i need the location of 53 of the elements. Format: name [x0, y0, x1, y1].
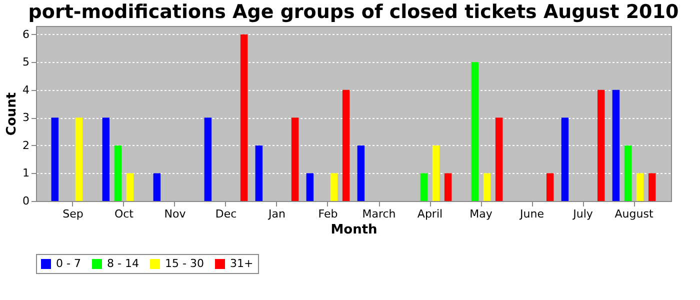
bar — [114, 145, 122, 201]
y-tick-label: 6 — [22, 28, 30, 41]
bar — [357, 145, 365, 201]
legend-label: 31+ — [230, 257, 254, 270]
x-axis-title: Month — [330, 222, 378, 238]
x-tick-label: Jan — [268, 208, 286, 220]
x-tick-label: Feb — [318, 208, 338, 220]
y-tick-label: 2 — [22, 138, 30, 152]
x-tick-label: Sep — [62, 208, 84, 220]
bar — [612, 90, 620, 201]
legend-label: 8 - 14 — [107, 257, 139, 270]
y-tick-label: 4 — [22, 83, 30, 96]
y-axis-title: Count — [4, 92, 20, 136]
x-tick-label: March — [362, 208, 396, 220]
bar — [342, 90, 350, 201]
bar — [483, 173, 491, 201]
bar — [546, 173, 554, 201]
x-tick-label: Nov — [164, 208, 186, 220]
x-tick-label: July — [572, 208, 594, 220]
bar — [291, 118, 299, 201]
bar — [420, 173, 428, 201]
bar — [495, 118, 503, 201]
bar — [648, 173, 656, 201]
x-tick-label: August — [614, 208, 654, 220]
legend-label: 15 - 30 — [165, 257, 204, 270]
bar — [240, 34, 248, 201]
bar — [75, 118, 83, 201]
x-tick-label: June — [519, 208, 544, 220]
bar — [432, 145, 440, 201]
bar — [51, 118, 59, 201]
chart-title: port-modifications Age groups of closed tickets August 2010 — [28, 1, 679, 23]
x-tick-label: Oct — [114, 208, 134, 220]
y-tick-label: 5 — [22, 56, 30, 69]
bar — [306, 173, 314, 201]
bar — [153, 173, 161, 201]
bar — [597, 90, 605, 201]
y-tick-label: 1 — [22, 166, 30, 180]
x-tick-label: Dec — [215, 208, 237, 220]
bar — [126, 173, 134, 201]
legend-label: 0 - 7 — [56, 257, 81, 270]
y-tick-label: 3 — [22, 111, 30, 124]
bar — [561, 118, 569, 201]
x-tick-label: April — [417, 208, 443, 220]
bar — [624, 145, 632, 201]
y-tick-label: 0 — [22, 194, 30, 208]
bar — [255, 145, 263, 201]
x-tick-label: May — [470, 208, 493, 220]
bar — [330, 173, 338, 201]
bar — [204, 118, 212, 201]
bar — [444, 173, 452, 201]
bar — [636, 173, 644, 201]
bar — [471, 62, 479, 201]
bar — [102, 118, 110, 201]
